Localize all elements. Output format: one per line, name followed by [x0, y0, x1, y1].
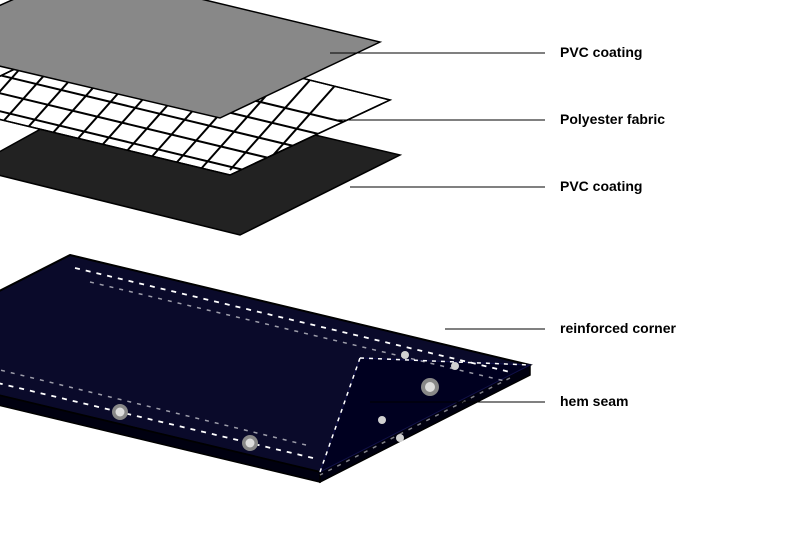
layers-svg [0, 0, 800, 533]
label-pvc-bottom: PVC coating [560, 178, 642, 194]
label-pvc-top: PVC coating [560, 44, 642, 60]
label-polyester: Polyester fabric [560, 111, 665, 127]
diagram-canvas: PVC coating Polyester fabric PVC coating… [0, 0, 800, 533]
tarp-layer [0, 255, 530, 482]
label-hem-seam: hem seam [560, 393, 628, 409]
label-reinforced-corner: reinforced corner [560, 320, 676, 336]
